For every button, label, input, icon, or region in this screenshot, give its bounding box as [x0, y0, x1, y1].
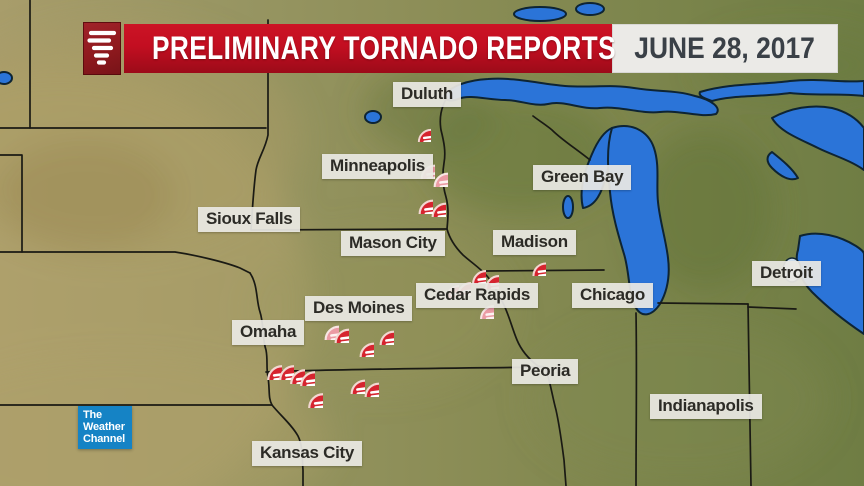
lake-st-clair	[782, 257, 802, 283]
logo-line-1: The	[83, 409, 102, 421]
logo-line-3: Channel	[83, 432, 125, 445]
lake-superior	[442, 77, 719, 117]
small-lake-north-2	[575, 2, 605, 16]
saginaw-bay	[766, 151, 799, 181]
lake-huron	[771, 105, 864, 171]
page-title: PRELIMINARY TORNADO REPORTS	[152, 30, 616, 66]
weather-channel-logo: The Weather Channel	[78, 406, 132, 449]
lake-mille-lacs	[364, 110, 382, 124]
logo-line-2: Weather	[83, 420, 125, 433]
report-date: JUNE 28, 2017	[634, 31, 816, 65]
header-bar: PRELIMINARY TORNADO REPORTS JUNE 28, 201…	[83, 22, 838, 75]
tornado-logo-box	[83, 22, 121, 75]
date-box: JUNE 28, 2017	[612, 24, 838, 73]
lake-superior-east-arm	[698, 79, 864, 102]
tornado-icon	[87, 30, 117, 65]
lake-winnebago	[562, 195, 574, 219]
small-lake-north-1	[513, 6, 567, 22]
title-banner: PRELIMINARY TORNADO REPORTS	[124, 24, 616, 73]
small-lake-west	[0, 71, 13, 85]
